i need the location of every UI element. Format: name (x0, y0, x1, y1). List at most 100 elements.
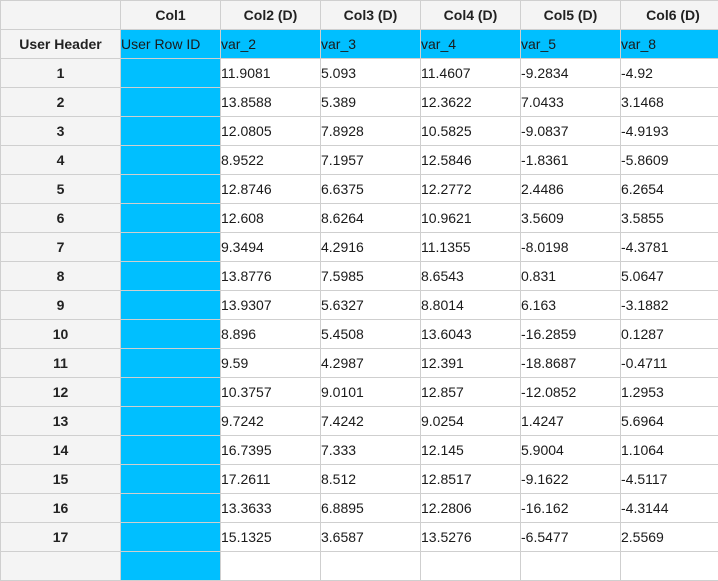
row-id-cell[interactable] (121, 233, 221, 262)
row-id-cell[interactable] (121, 262, 221, 291)
table-cell[interactable]: 13.9307 (221, 291, 321, 320)
table-cell[interactable]: 3.1468 (621, 88, 718, 117)
table-cell[interactable]: -4.3144 (621, 494, 718, 523)
column-header[interactable]: Col5 (D) (521, 1, 621, 30)
table-cell[interactable]: 12.8517 (421, 465, 521, 494)
table-cell[interactable]: 5.9004 (521, 436, 621, 465)
table-cell[interactable]: 1.4247 (521, 407, 621, 436)
table-cell[interactable]: 5.6964 (621, 407, 718, 436)
user-header-cell[interactable]: var_8 (621, 30, 718, 59)
table-cell[interactable]: 6.8895 (321, 494, 421, 523)
row-header[interactable]: 6 (1, 204, 121, 233)
table-cell[interactable]: 17.2611 (221, 465, 321, 494)
row-header[interactable]: 4 (1, 146, 121, 175)
row-id-cell[interactable] (121, 291, 221, 320)
table-cell[interactable]: -9.0837 (521, 117, 621, 146)
row-id-cell[interactable] (121, 117, 221, 146)
table-cell[interactable]: 7.4242 (321, 407, 421, 436)
table-cell[interactable]: 12.8746 (221, 175, 321, 204)
table-cell[interactable]: 9.59 (221, 349, 321, 378)
table-cell[interactable]: 6.6375 (321, 175, 421, 204)
table-cell[interactable]: 8.6264 (321, 204, 421, 233)
table-cell[interactable]: -1.8361 (521, 146, 621, 175)
row-header[interactable]: 14 (1, 436, 121, 465)
row-id-cell[interactable] (121, 465, 221, 494)
user-header-cell[interactable]: User Row ID (121, 30, 221, 59)
column-header[interactable]: Col4 (D) (421, 1, 521, 30)
table-cell[interactable]: -4.3781 (621, 233, 718, 262)
row-id-cell[interactable] (121, 175, 221, 204)
table-cell[interactable]: 12.5846 (421, 146, 521, 175)
table-cell[interactable]: 1.1064 (621, 436, 718, 465)
table-cell[interactable]: -4.5117 (621, 465, 718, 494)
table-cell[interactable]: 10.3757 (221, 378, 321, 407)
table-cell[interactable]: -3.1882 (621, 291, 718, 320)
table-cell[interactable]: -16.2859 (521, 320, 621, 349)
table-cell[interactable]: 13.8776 (221, 262, 321, 291)
user-header-label[interactable]: User Header (1, 30, 121, 59)
table-cell[interactable]: 13.5276 (421, 523, 521, 552)
table-cell[interactable]: 12.3622 (421, 88, 521, 117)
table-cell[interactable]: 4.2916 (321, 233, 421, 262)
table-cell[interactable]: 9.0254 (421, 407, 521, 436)
row-id-cell[interactable] (121, 146, 221, 175)
table-cell[interactable]: 7.5985 (321, 262, 421, 291)
table-cell[interactable]: 12.2772 (421, 175, 521, 204)
table-cell[interactable]: 6.163 (521, 291, 621, 320)
table-cell[interactable]: 3.6587 (321, 523, 421, 552)
table-cell[interactable]: 11.4607 (421, 59, 521, 88)
table-cell[interactable]: 15.1325 (221, 523, 321, 552)
table-cell[interactable]: 6.2654 (621, 175, 718, 204)
table-cell[interactable]: 2.5569 (621, 523, 718, 552)
table-cell[interactable]: 5.389 (321, 88, 421, 117)
row-id-cell[interactable] (121, 349, 221, 378)
row-header[interactable]: 2 (1, 88, 121, 117)
column-header[interactable]: Col2 (D) (221, 1, 321, 30)
table-cell[interactable]: 13.3633 (221, 494, 321, 523)
table-cell[interactable]: 7.8928 (321, 117, 421, 146)
row-header[interactable]: 15 (1, 465, 121, 494)
user-header-cell[interactable]: var_4 (421, 30, 521, 59)
user-header-cell[interactable]: var_5 (521, 30, 621, 59)
table-cell[interactable]: 3.5855 (621, 204, 718, 233)
table-cell[interactable]: -4.9193 (621, 117, 718, 146)
table-cell[interactable]: 8.8014 (421, 291, 521, 320)
table-cell[interactable] (321, 552, 421, 581)
table-cell[interactable]: 13.8588 (221, 88, 321, 117)
row-id-cell[interactable] (121, 204, 221, 233)
table-cell[interactable]: 4.2987 (321, 349, 421, 378)
table-cell[interactable] (621, 552, 718, 581)
table-cell[interactable] (521, 552, 621, 581)
table-cell[interactable]: 9.3494 (221, 233, 321, 262)
table-cell[interactable]: 10.9621 (421, 204, 521, 233)
row-header[interactable]: 16 (1, 494, 121, 523)
row-header[interactable]: 13 (1, 407, 121, 436)
table-cell[interactable]: 9.0101 (321, 378, 421, 407)
row-id-cell[interactable] (121, 436, 221, 465)
table-cell[interactable]: 12.0805 (221, 117, 321, 146)
table-cell[interactable]: -16.162 (521, 494, 621, 523)
row-header[interactable]: 10 (1, 320, 121, 349)
table-cell[interactable]: 8.9522 (221, 146, 321, 175)
row-header[interactable] (1, 552, 121, 581)
table-cell[interactable]: 0.1287 (621, 320, 718, 349)
table-cell[interactable]: 12.145 (421, 436, 521, 465)
table-cell[interactable]: 12.608 (221, 204, 321, 233)
row-header[interactable]: 8 (1, 262, 121, 291)
table-cell[interactable]: 16.7395 (221, 436, 321, 465)
table-cell[interactable]: 9.7242 (221, 407, 321, 436)
table-cell[interactable]: -18.8687 (521, 349, 621, 378)
table-cell[interactable]: 7.1957 (321, 146, 421, 175)
table-cell[interactable]: 8.6543 (421, 262, 521, 291)
table-cell[interactable]: 7.0433 (521, 88, 621, 117)
row-header[interactable]: 12 (1, 378, 121, 407)
row-id-cell[interactable] (121, 59, 221, 88)
column-header[interactable]: Col3 (D) (321, 1, 421, 30)
table-cell[interactable]: 0.831 (521, 262, 621, 291)
table-cell[interactable]: 8.896 (221, 320, 321, 349)
column-header[interactable]: Col1 (121, 1, 221, 30)
table-cell[interactable]: 5.093 (321, 59, 421, 88)
table-cell[interactable]: -9.2834 (521, 59, 621, 88)
table-cell[interactable]: 2.4486 (521, 175, 621, 204)
row-header[interactable]: 9 (1, 291, 121, 320)
